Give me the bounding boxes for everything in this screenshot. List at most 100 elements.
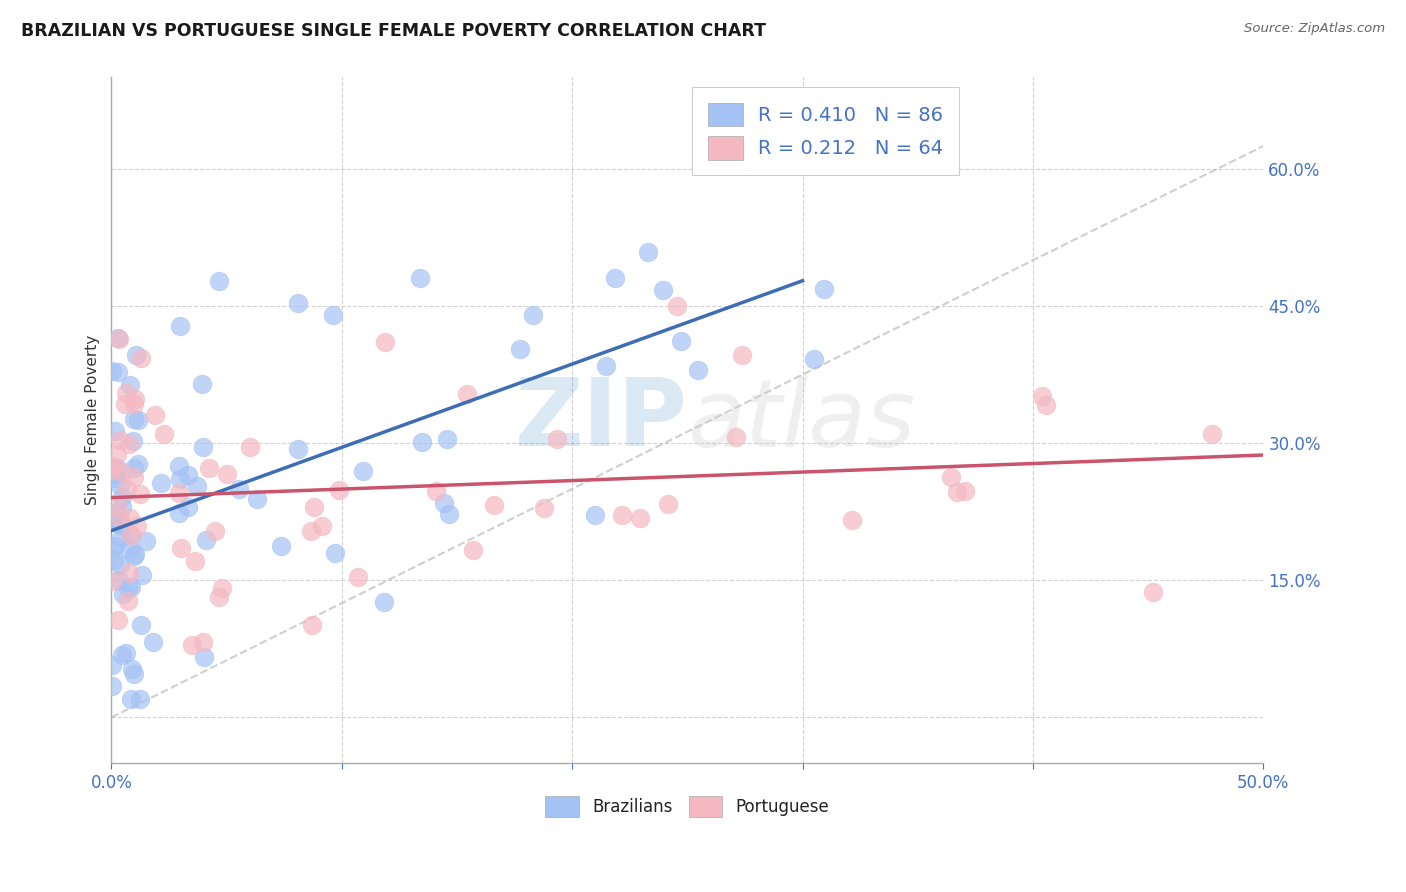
Point <box>122 666 145 681</box>
Point <box>437 507 460 521</box>
Point <box>110 531 132 545</box>
Point <box>111 490 134 504</box>
Point <box>946 485 969 500</box>
Y-axis label: Single Female Poverty: Single Female Poverty <box>86 335 100 506</box>
Point <box>105 461 128 475</box>
Point <box>177 467 200 482</box>
Point <box>114 397 136 411</box>
Point <box>193 440 215 454</box>
Point <box>193 650 215 665</box>
Point <box>127 519 149 533</box>
Point <box>411 434 433 449</box>
Point <box>191 376 214 391</box>
Point <box>211 582 233 596</box>
Point <box>208 591 231 605</box>
Point <box>105 447 128 461</box>
Point <box>461 543 484 558</box>
Point <box>328 483 350 497</box>
Point <box>105 516 128 531</box>
Point <box>239 440 262 454</box>
Point <box>456 387 478 401</box>
Text: Source: ZipAtlas.com: Source: ZipAtlas.com <box>1244 22 1385 36</box>
Point <box>108 573 131 587</box>
Point <box>111 586 134 600</box>
Point <box>184 554 207 568</box>
Point <box>122 397 145 411</box>
Point <box>131 568 153 582</box>
Point <box>731 348 754 362</box>
Point <box>101 542 124 557</box>
Point <box>204 524 226 538</box>
Point <box>311 518 333 533</box>
Point <box>436 433 458 447</box>
Legend: Brazilians, Portuguese: Brazilians, Portuguese <box>538 789 837 823</box>
Point <box>105 514 128 528</box>
Point <box>841 513 863 527</box>
Point <box>111 518 134 533</box>
Point <box>1035 398 1057 412</box>
Point <box>117 594 139 608</box>
Point <box>103 553 125 567</box>
Point <box>124 547 146 561</box>
Point <box>787 136 810 150</box>
Point <box>131 351 153 366</box>
Point <box>135 534 157 549</box>
Point <box>270 539 292 553</box>
Point <box>352 464 374 478</box>
Point <box>129 487 152 501</box>
Point <box>118 542 141 557</box>
Point <box>194 533 217 547</box>
Point <box>1201 426 1223 441</box>
Point <box>546 432 568 446</box>
Point <box>725 430 748 444</box>
Point <box>149 476 172 491</box>
Point <box>533 501 555 516</box>
Point <box>425 483 447 498</box>
Point <box>117 581 139 595</box>
Point <box>100 657 122 672</box>
Point <box>122 412 145 426</box>
Point <box>120 527 142 541</box>
Point <box>813 282 835 296</box>
Point <box>108 332 131 346</box>
Point <box>101 679 124 693</box>
Point <box>509 342 531 356</box>
Point <box>346 570 368 584</box>
Point <box>374 335 396 350</box>
Point <box>108 511 131 525</box>
Point <box>955 483 977 498</box>
Point <box>198 461 221 475</box>
Point <box>208 275 231 289</box>
Point <box>120 528 142 542</box>
Point <box>111 465 134 479</box>
Text: BRAZILIAN VS PORTUGUESE SINGLE FEMALE POVERTY CORRELATION CHART: BRAZILIAN VS PORTUGUESE SINGLE FEMALE PO… <box>21 22 766 40</box>
Point <box>433 495 456 509</box>
Point <box>143 408 166 422</box>
Point <box>103 424 125 438</box>
Point <box>287 442 309 456</box>
Point <box>177 500 200 514</box>
Point <box>120 511 142 525</box>
Point <box>101 574 124 588</box>
Point <box>409 271 432 285</box>
Text: ZIP: ZIP <box>515 375 688 467</box>
Point <box>108 434 131 448</box>
Point <box>120 378 142 392</box>
Point <box>215 467 238 482</box>
Point <box>612 508 634 523</box>
Point <box>125 348 148 362</box>
Point <box>115 482 138 496</box>
Point <box>107 331 129 345</box>
Point <box>107 613 129 627</box>
Point <box>169 459 191 474</box>
Point <box>595 359 617 374</box>
Point <box>118 437 141 451</box>
Point <box>302 500 325 514</box>
Point <box>325 546 347 560</box>
Point <box>122 470 145 484</box>
Point <box>686 363 709 377</box>
Point <box>169 472 191 486</box>
Point <box>657 497 679 511</box>
Point <box>104 470 127 484</box>
Point <box>939 470 962 484</box>
